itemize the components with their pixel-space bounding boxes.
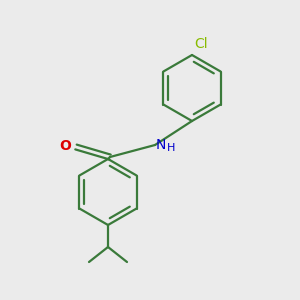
Text: O: O (59, 139, 71, 153)
Text: H: H (167, 143, 176, 153)
Text: N: N (156, 138, 166, 152)
Text: Cl: Cl (194, 37, 208, 51)
